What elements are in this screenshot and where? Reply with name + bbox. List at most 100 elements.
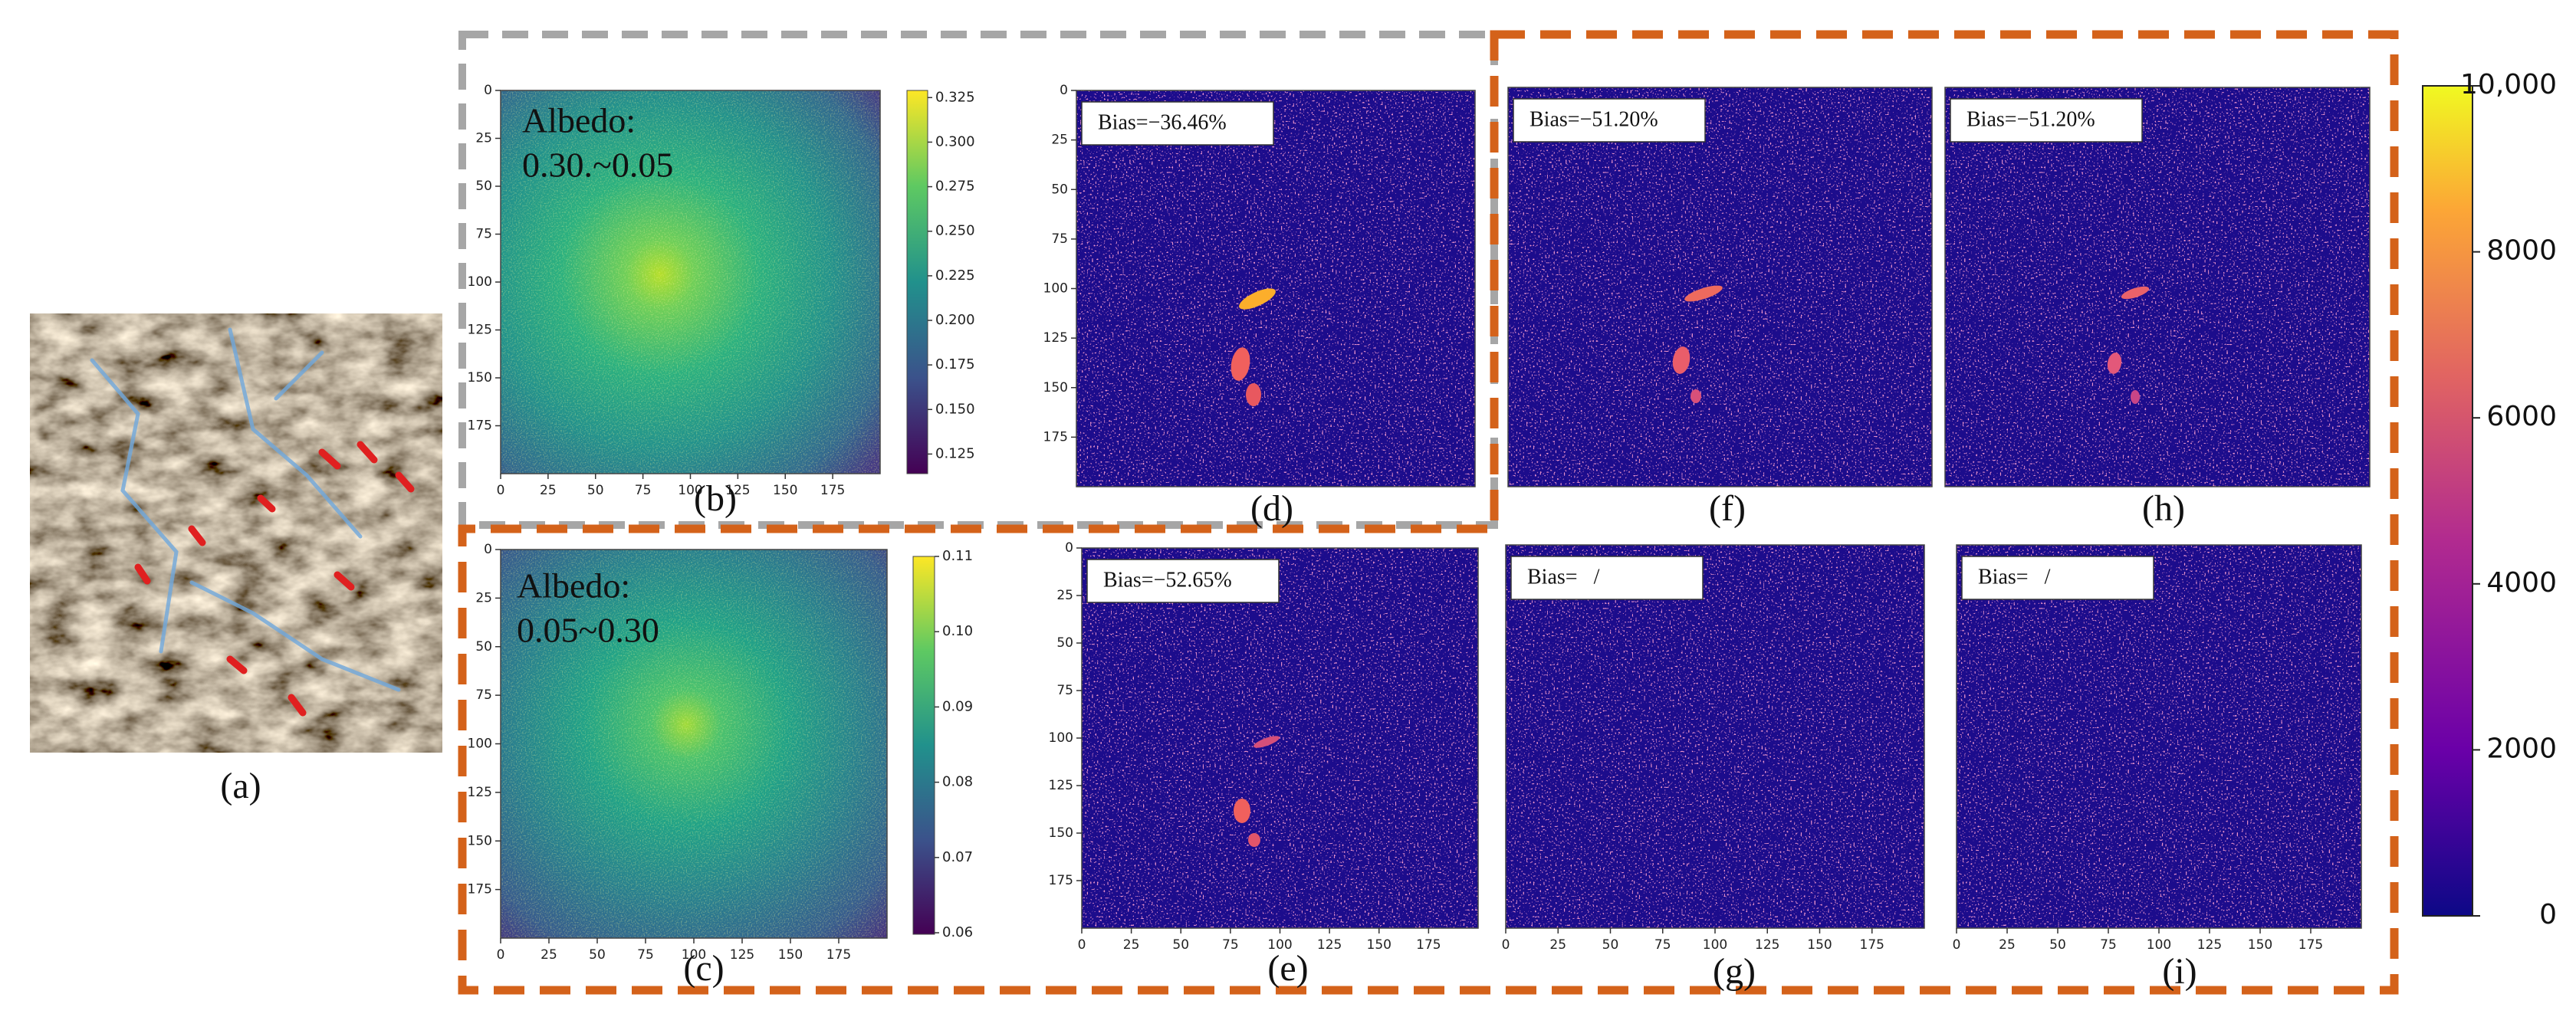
colorbar-tick-label: 0.200 (935, 312, 975, 328)
colorbar-tick-label: 4000 (2486, 567, 2557, 599)
x-tick-label: 25 (540, 483, 557, 498)
x-tick-label: 175 (826, 947, 851, 963)
x-tick-label: 175 (2298, 937, 2323, 953)
y-tick-label: 25 (1056, 588, 1073, 603)
panel-label: (i) (2162, 951, 2196, 992)
colorbar (912, 556, 935, 935)
x-tick-label: 175 (820, 483, 845, 498)
colorbar-tick-label: 0.225 (935, 267, 975, 284)
hotspot (1672, 346, 1691, 374)
x-tick-label: 100 (678, 483, 702, 498)
colorbar-tick-label: 0.11 (942, 548, 973, 564)
satellite-image (30, 313, 442, 753)
x-tick-label: 175 (1860, 937, 1884, 953)
x-tick-label: 125 (1755, 937, 1779, 953)
y-tick-label: 50 (475, 179, 492, 194)
x-tick-label: 75 (1654, 937, 1671, 953)
x-tick-label: 0 (497, 947, 505, 963)
x-tick-label: 125 (2197, 937, 2222, 953)
panel-label: (e) (1267, 948, 1308, 989)
panel-label: (g) (1713, 951, 1756, 992)
hotspot (1684, 285, 1723, 302)
panel-label: (c) (683, 948, 724, 989)
y-tick-label: 75 (1056, 683, 1073, 698)
hotspot (1253, 736, 1280, 748)
x-tick-label: 75 (1222, 937, 1239, 953)
colorbar-tick-label: 0.150 (935, 401, 975, 417)
y-tick-label: 175 (1043, 429, 1068, 445)
map-frame (1507, 87, 1933, 487)
colorbar-tick-label: 2000 (2486, 733, 2557, 764)
y-tick-label: 75 (1051, 231, 1068, 247)
y-tick-label: 75 (475, 687, 492, 703)
y-tick-label: 100 (1043, 281, 1068, 297)
image-highlights (90, 327, 415, 717)
y-tick-label: 25 (475, 131, 492, 146)
x-tick-label: 150 (1367, 937, 1392, 953)
hotspot (2121, 286, 2150, 300)
panel-label: (a) (220, 766, 261, 806)
panel-label: (f) (1709, 488, 1746, 529)
map-frame (1944, 87, 2371, 487)
bias-label: Bias=−36.46% (1098, 110, 1227, 134)
colorbar-tick-label: 0.175 (935, 356, 975, 372)
hotspot (1234, 799, 1250, 823)
y-tick-label: 175 (468, 418, 492, 434)
colorbar-tick-label: 0.06 (942, 924, 973, 940)
y-tick-label: 50 (1051, 182, 1068, 197)
x-tick-label: 150 (1807, 937, 1832, 953)
y-tick-label: 125 (468, 323, 492, 338)
x-tick-label: 75 (635, 483, 652, 498)
x-tick-label: 25 (1999, 937, 2016, 953)
colorbar-tick-label: 0.300 (935, 133, 975, 149)
y-tick-label: 25 (475, 590, 492, 605)
x-tick-label: 150 (773, 483, 797, 498)
map-grain (501, 550, 887, 938)
x-tick-label: 25 (540, 947, 557, 963)
panel-label: (b) (694, 478, 737, 519)
bias-box (1950, 98, 2143, 143)
x-tick-label: 150 (2248, 937, 2272, 953)
x-tick-label: 50 (1602, 937, 1619, 953)
y-tick-label: 100 (1049, 730, 1073, 746)
y-tick-label: 0 (1060, 83, 1068, 98)
colorbar-tick-label: 0.10 (942, 623, 973, 639)
x-tick-label: 50 (1172, 937, 1189, 953)
y-tick-label: 0 (484, 542, 492, 557)
x-tick-label: 175 (1416, 937, 1441, 953)
y-tick-label: 175 (468, 882, 492, 897)
x-tick-label: 100 (1267, 937, 1292, 953)
panel-label: (d) (1250, 488, 1293, 529)
map-noise (1957, 545, 2361, 928)
y-tick-label: 100 (468, 274, 492, 290)
colorbar-tick-label: 0.325 (935, 89, 975, 105)
y-tick-label: 0 (484, 83, 492, 98)
bias-box (1086, 559, 1280, 603)
y-tick-label: 175 (1049, 873, 1073, 888)
x-tick-label: 50 (589, 947, 606, 963)
x-tick-label: 75 (637, 947, 654, 963)
x-tick-label: 100 (2147, 937, 2171, 953)
colorbar-tick-label: 0 (2539, 899, 2557, 930)
x-tick-label: 125 (730, 947, 754, 963)
y-tick-label: 150 (468, 833, 492, 848)
colorbar (2422, 85, 2473, 917)
y-tick-label: 75 (475, 227, 492, 242)
colorbar (906, 90, 928, 474)
y-tick-label: 150 (1043, 380, 1068, 395)
x-tick-label: 100 (1703, 937, 1727, 953)
bias-label: Bias=−51.20% (1967, 107, 2095, 131)
colorbar-tick-label: 0.07 (942, 849, 973, 865)
x-tick-label: 125 (1317, 937, 1342, 953)
map-noise (1506, 545, 1924, 928)
hotspot (1230, 347, 1250, 381)
bias-box (1513, 98, 1706, 143)
colorbar-tick-label: 0.250 (935, 223, 975, 239)
y-tick-label: 100 (468, 737, 492, 752)
x-tick-label: 125 (725, 483, 750, 498)
y-tick-label: 125 (468, 785, 492, 800)
colorbar-tick-label: 0.275 (935, 179, 975, 195)
colorbar-tick-label: 0.125 (935, 445, 975, 461)
panel-label: (h) (2142, 488, 2185, 529)
